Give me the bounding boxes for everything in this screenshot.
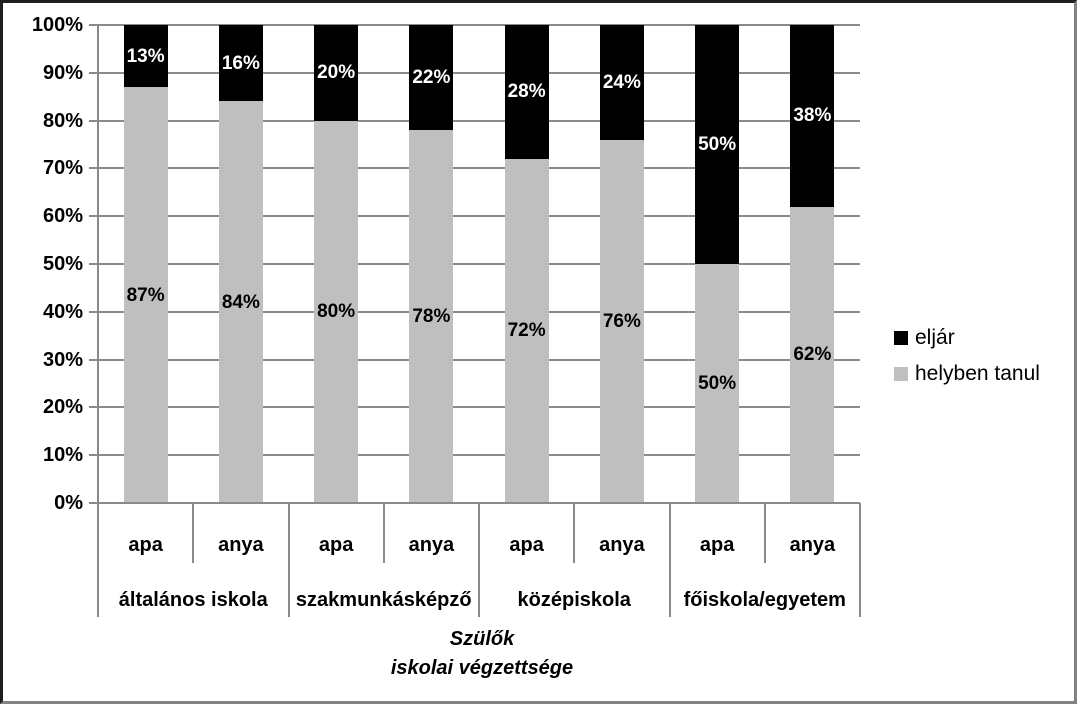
- group-divider-line: [287, 503, 290, 617]
- category-divider-line: [382, 503, 385, 563]
- bar-value-label-eljar: 20%: [317, 62, 356, 84]
- y-axis-tick: [89, 71, 98, 74]
- group-divider-line: [478, 503, 480, 617]
- legend-label-eljar: eljár: [915, 326, 955, 349]
- group-divider-line: [97, 503, 99, 617]
- category-divider-line: [192, 503, 195, 563]
- y-axis-tick: [89, 263, 98, 265]
- category-label: anya: [408, 534, 455, 556]
- y-axis-label: 90%: [42, 61, 83, 84]
- category-label: apa: [318, 534, 354, 556]
- y-axis-label: 10%: [42, 444, 83, 467]
- bar-value-label-eljar: 28%: [507, 81, 546, 103]
- y-axis-label: 70%: [42, 157, 83, 180]
- legend-swatch-helyben-tanul: [894, 366, 908, 381]
- y-axis-tick: [89, 358, 98, 361]
- category-divider-line: [573, 503, 576, 563]
- bar-segment-helyben-tanul: 84%: [218, 101, 263, 503]
- bar-segment-eljar: 38%: [790, 25, 835, 207]
- y-axis-label: 20%: [42, 396, 83, 419]
- legend: eljár helyben tanul: [894, 327, 1040, 399]
- y-axis-tick: [89, 167, 98, 170]
- bar-value-label-helyben-tanul: 87%: [126, 284, 165, 306]
- gridline: [98, 167, 860, 170]
- category-divider-line: [763, 503, 766, 563]
- y-axis-tick: [89, 406, 98, 409]
- y-axis-label: 100%: [31, 14, 83, 36]
- gridline: [98, 71, 860, 74]
- gridline: [98, 358, 860, 361]
- bar-segment-eljar: 13%: [123, 25, 168, 88]
- gridline: [98, 24, 860, 26]
- legend-swatch-eljar: [894, 330, 908, 345]
- bar-segment-eljar: 28%: [504, 25, 549, 159]
- y-axis-tick: [89, 215, 98, 218]
- y-axis-label: 80%: [42, 109, 83, 132]
- gridline: [98, 454, 860, 457]
- y-axis-tick: [89, 454, 98, 457]
- x-axis-title: Szülők iskolai végzettsége: [101, 625, 863, 683]
- bar-value-label-helyben-tanul: 78%: [412, 306, 451, 328]
- group-divider-line: [859, 503, 861, 617]
- bar-value-label-helyben-tanul: 76%: [602, 310, 641, 332]
- bar-value-label-helyben-tanul: 84%: [221, 291, 260, 313]
- gridline: [98, 119, 860, 122]
- bar-segment-helyben-tanul: 72%: [504, 158, 549, 503]
- category-label: apa: [699, 534, 735, 556]
- gridline: [98, 310, 860, 313]
- bar-value-label-eljar: 16%: [221, 52, 260, 74]
- legend-label-helyben-tanul: helyben tanul: [915, 362, 1040, 385]
- bar-segment-helyben-tanul: 87%: [123, 87, 168, 503]
- y-axis-line: [97, 25, 99, 505]
- gridline: [98, 406, 860, 409]
- group-label: általános iskola: [118, 589, 268, 611]
- y-axis-tick: [89, 310, 98, 313]
- y-axis-label: 50%: [42, 253, 83, 275]
- bar-segment-eljar: 50%: [695, 25, 740, 264]
- bar-value-label-helyben-tanul: 62%: [793, 344, 832, 366]
- category-label: apa: [509, 534, 544, 556]
- bar-value-label-helyben-tanul: 80%: [317, 301, 356, 323]
- bar-value-label-eljar: 50%: [698, 134, 737, 155]
- y-axis-label: 40%: [42, 300, 83, 323]
- bar-segment-helyben-tanul: 76%: [599, 139, 644, 503]
- bar-value-label-eljar: 13%: [126, 45, 165, 67]
- x-axis-title-line-1: Szülők: [449, 628, 515, 650]
- legend-item-helyben-tanul: helyben tanul: [894, 363, 1040, 384]
- y-axis-tick: [89, 502, 98, 504]
- bar-segment-eljar: 22%: [409, 25, 454, 131]
- bar-value-label-helyben-tanul: 72%: [507, 320, 546, 342]
- category-label: apa: [128, 534, 163, 556]
- x-axis-title-line-2: iskolai végzettsége: [390, 657, 574, 679]
- category-label: anya: [789, 534, 836, 556]
- bar-segment-eljar: 24%: [599, 25, 644, 140]
- bar-value-label-eljar: 22%: [412, 67, 451, 89]
- category-label: anya: [599, 534, 645, 556]
- bar-segment-helyben-tanul: 78%: [409, 130, 454, 503]
- group-label: szakmunkásképző: [295, 589, 472, 611]
- bar-segment-helyben-tanul: 62%: [790, 206, 835, 503]
- y-axis-tick: [89, 119, 98, 122]
- gridline: [98, 263, 860, 265]
- bar-value-label-eljar: 38%: [793, 105, 832, 127]
- legend-item-eljar: eljár: [894, 327, 1040, 348]
- y-axis-label: 60%: [42, 205, 83, 228]
- category-label: anya: [218, 534, 264, 556]
- group-label: főiskola/egyetem: [683, 589, 846, 611]
- bar-value-label-eljar: 24%: [602, 71, 641, 93]
- bar-segment-eljar: 20%: [314, 25, 359, 121]
- y-axis-tick: [89, 24, 98, 26]
- bar-segment-helyben-tanul: 80%: [314, 120, 359, 503]
- bar-value-label-helyben-tanul: 50%: [698, 373, 737, 394]
- y-axis-label: 0%: [54, 492, 83, 514]
- group-label: középiskola: [517, 589, 631, 611]
- group-divider-line: [668, 503, 671, 617]
- bar-segment-helyben-tanul: 50%: [695, 264, 740, 503]
- bar-segment-eljar: 16%: [218, 25, 263, 102]
- y-axis-label: 30%: [42, 348, 83, 371]
- gridline: [98, 215, 860, 218]
